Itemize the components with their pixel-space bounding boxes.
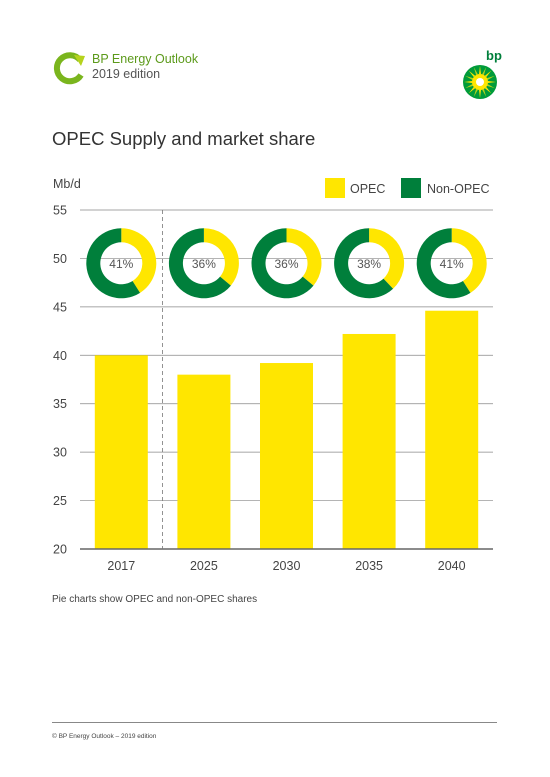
- helios-ray: [468, 70, 476, 78]
- x-tick-label: 2030: [273, 559, 301, 573]
- bar-2030: [260, 363, 313, 549]
- helios-ray: [486, 75, 495, 80]
- legend-swatch-opec: [325, 178, 345, 198]
- pie-slice-non-opec-2040: [416, 228, 471, 299]
- pie-share-label: 38%: [357, 257, 381, 271]
- bar-2025: [177, 374, 231, 549]
- pie-slice-non-opec-2030: [251, 228, 314, 299]
- pie-share-label: 41%: [109, 257, 133, 271]
- helios-ray: [484, 86, 492, 94]
- pie-slice-non-opec-2035: [334, 228, 394, 299]
- y-tick-label: 40: [53, 349, 67, 363]
- pie-slice-non-opec-2025: [168, 228, 231, 299]
- helios-ray: [473, 88, 478, 97]
- publication-edition: 2019 edition: [92, 67, 161, 81]
- helios-ray: [465, 75, 474, 80]
- pie-slice-opec-2025: [203, 228, 239, 286]
- helios-ray: [465, 84, 474, 89]
- svg-text:bp: bp: [486, 49, 502, 63]
- legend-swatch-non-opec: [401, 178, 421, 198]
- helios-ray: [479, 89, 481, 98]
- y-tick-label: 20: [53, 543, 67, 557]
- y-tick-label: 50: [53, 252, 67, 266]
- legend-label-non-opec: Non-OPEC: [427, 182, 490, 196]
- helios-ray: [473, 67, 478, 76]
- chart-caption: Pie charts show OPEC and non-OPEC shares: [52, 594, 258, 605]
- helios-ray: [464, 81, 473, 83]
- x-tick-label: 2025: [190, 559, 218, 573]
- helios-ray: [479, 66, 481, 75]
- y-tick-label: 25: [53, 494, 67, 508]
- y-axis-label: Mb/d: [53, 177, 81, 191]
- footer-text: © BP Energy Outlook – 2019 edition: [52, 733, 157, 740]
- x-tick-label: 2035: [355, 559, 383, 573]
- pie-slice-opec-2017: [121, 228, 157, 293]
- helios-ray: [487, 81, 496, 83]
- pie-slice-opec-2035: [369, 228, 405, 289]
- bar-2040: [425, 310, 479, 549]
- energy-outlook-arrow-icon: [53, 52, 85, 85]
- helios-ray: [482, 67, 487, 76]
- pie-share-label: 41%: [440, 257, 464, 271]
- y-tick-label: 45: [53, 300, 67, 314]
- x-tick-label: 2040: [438, 559, 466, 573]
- pie-slice-opec-2030: [286, 228, 322, 286]
- helios-ray: [482, 88, 487, 97]
- y-tick-label: 35: [53, 397, 67, 411]
- publication-header: BP Energy Outlook 2019 edition: [52, 48, 512, 98]
- y-tick-label: 55: [53, 204, 67, 218]
- pie-slice-non-opec-2017: [86, 228, 141, 299]
- bar-2035: [342, 333, 396, 549]
- footer-divider: [52, 722, 497, 723]
- helios-ray: [486, 84, 495, 89]
- bar-2017: [94, 355, 148, 549]
- pie-share-label: 36%: [274, 257, 298, 271]
- helios-ray: [468, 86, 476, 94]
- pie-slice-opec-2040: [451, 228, 487, 293]
- y-tick-label: 30: [53, 446, 67, 460]
- bp-helios-icon: bp: [463, 49, 502, 99]
- x-tick-label: 2017: [107, 559, 135, 573]
- helios-ray: [484, 70, 492, 78]
- pie-share-label: 36%: [192, 257, 216, 271]
- publication-title: BP Energy Outlook: [92, 52, 199, 66]
- legend-label-opec: OPEC: [350, 182, 385, 196]
- chart-title: OPEC Supply and market share: [52, 128, 316, 149]
